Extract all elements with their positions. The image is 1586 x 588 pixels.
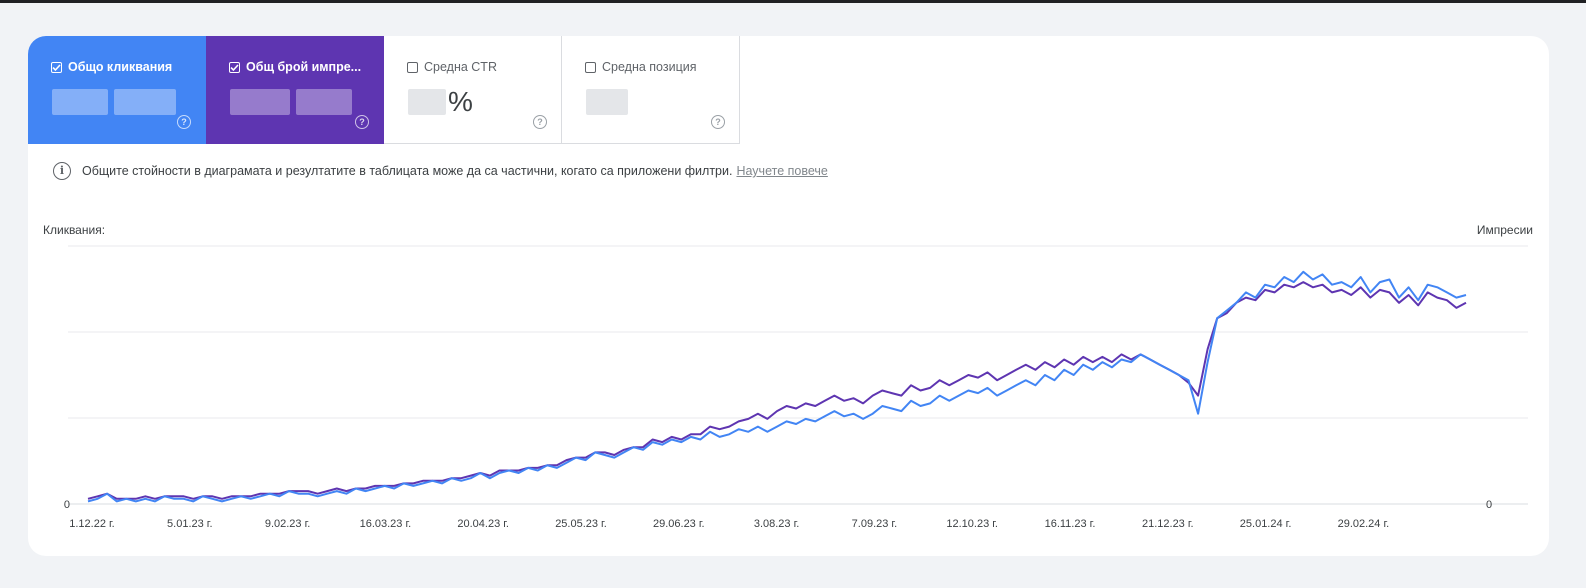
- x-axis-tick-label: 20.04.23 г.: [457, 518, 509, 530]
- top-bar: [0, 0, 1586, 3]
- help-icon[interactable]: ?: [711, 115, 725, 129]
- x-axis-tick-label: 21.12.23 г.: [1142, 518, 1194, 530]
- x-axis-tick-label: 29.02.24 г.: [1338, 518, 1390, 530]
- right-axis-tick-label: 0: [1486, 499, 1492, 511]
- x-axis-tick-label: 5.01.23 г.: [167, 518, 212, 530]
- x-axis-tick-label: 16.11.23 г.: [1045, 518, 1096, 530]
- help-icon[interactable]: ?: [177, 115, 191, 129]
- metric-label: Средна CTR: [424, 60, 497, 74]
- left-axis-tick-label: 0: [64, 499, 70, 511]
- x-axis-tick-label: 29.06.23 г.: [653, 518, 705, 530]
- metric-value: %: [408, 86, 473, 118]
- impressions-series-line: [87, 281, 1467, 500]
- metric-value: [52, 86, 182, 118]
- x-axis-tick-label: 25.05.23 г.: [555, 518, 607, 530]
- learn-more-link[interactable]: Научете повече: [736, 164, 828, 178]
- checkbox-unchecked-icon[interactable]: [407, 61, 418, 73]
- help-icon[interactable]: ?: [355, 115, 369, 129]
- x-axis-tick-label: 16.03.23 г.: [360, 518, 412, 530]
- right-axis-title: Импресии: [1476, 223, 1533, 237]
- performance-chart[interactable]: 0 0 1.12.22 г. 5.01.23 г. 9.02.23 г. 16.03.23…: [28, 36, 1549, 556]
- info-icon: i: [53, 162, 71, 180]
- x-axis-tick-label: 3.08.23 г.: [754, 518, 799, 530]
- metric-label: Общ брой импре...: [246, 60, 362, 74]
- x-axis-tick-label: 7.09.23 г.: [852, 518, 897, 530]
- performance-card: Общо кликвания ? Общ брой импре... ?: [28, 36, 1549, 556]
- metric-average-ctr[interactable]: Средна CTR % ?: [384, 36, 562, 144]
- checkbox-unchecked-icon[interactable]: [585, 61, 596, 73]
- metric-total-impressions[interactable]: Общ брой импре... ?: [206, 36, 384, 144]
- left-axis-title: Кликвания:: [43, 223, 106, 237]
- metric-tabs: Общо кликвания ? Общ брой импре... ?: [28, 36, 740, 144]
- x-axis-tick-label: 9.02.23 г.: [265, 518, 310, 530]
- checkbox-checked-icon[interactable]: [229, 61, 240, 73]
- metric-label: Средна позиция: [602, 60, 697, 74]
- metric-average-position[interactable]: Средна позиция ?: [562, 36, 740, 144]
- x-axis-tick-label: 1.12.22 г.: [69, 518, 114, 530]
- metric-value: [230, 86, 358, 118]
- filter-notice: i Общите стойности в диаграмата и резулт…: [53, 162, 828, 180]
- checkbox-checked-icon[interactable]: [51, 61, 62, 73]
- metric-label: Общо кликвания: [68, 60, 173, 74]
- notice-text: Общите стойности в диаграмата и резултат…: [82, 164, 733, 178]
- x-axis-tick-label: 12.10.23 г.: [946, 518, 998, 530]
- x-axis-tick-label: 25.01.24 г.: [1240, 518, 1292, 530]
- clicks-series-line: [87, 270, 1467, 503]
- help-icon[interactable]: ?: [533, 115, 547, 129]
- metric-total-clicks[interactable]: Общо кликвания ?: [28, 36, 206, 144]
- metric-value: [586, 86, 634, 118]
